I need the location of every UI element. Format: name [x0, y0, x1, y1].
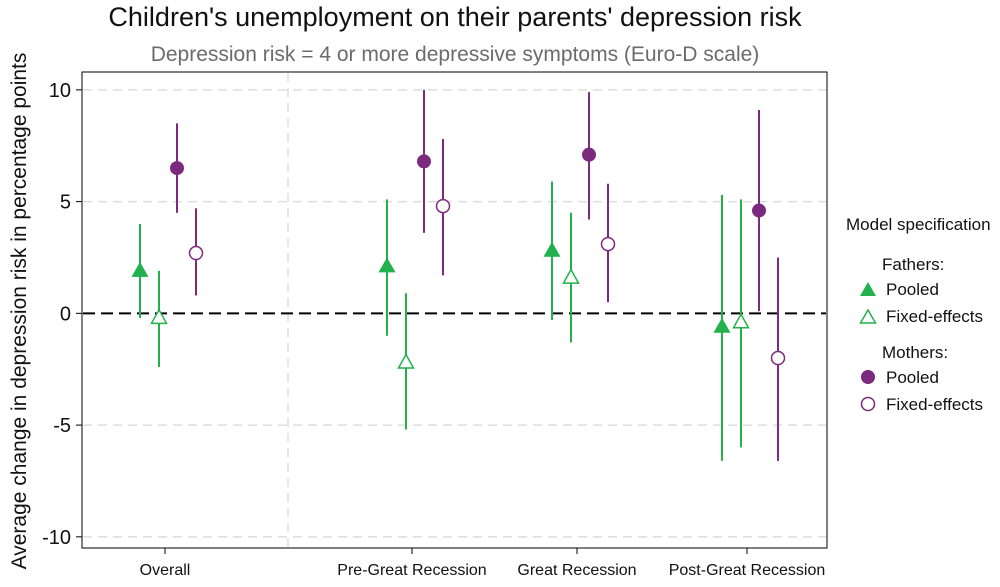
legend-item-label: Pooled — [886, 368, 939, 387]
y-tick-label: -10 — [42, 527, 71, 549]
point-mothers-fixed-effects — [600, 236, 616, 252]
point-fathers-fixed-effects — [397, 352, 415, 369]
hollow-triangle-icon — [859, 308, 877, 324]
point-mothers-fixed-effects — [188, 245, 204, 261]
point-mothers-pooled — [582, 147, 596, 162]
plot-border — [81, 71, 828, 549]
x-tick-label: Pre-Great Recession — [337, 562, 486, 579]
x-tick-label: Post-Great Recession — [669, 562, 826, 579]
point-fathers-pooled — [378, 257, 396, 273]
point-fathers-pooled — [543, 241, 561, 257]
hollow-circle-icon — [860, 396, 876, 412]
x-tick-label: Overall — [140, 562, 191, 579]
point-mothers-pooled — [170, 161, 184, 176]
y-tick-label: 10 — [49, 80, 71, 102]
legend-group-fathers: Fathers: — [882, 255, 945, 274]
legend-title: Model specification — [846, 215, 991, 234]
legend-group-mothers: Mothers: — [882, 343, 949, 362]
legend-item-label: Fixed-effects — [886, 395, 984, 414]
legend-item-label: Fixed-effects — [886, 307, 984, 326]
chart-title: Children's unemployment on their parents… — [108, 2, 802, 32]
y-tick-label: 0 — [60, 303, 71, 325]
point-mothers-pooled — [417, 154, 431, 169]
y-tick-label: -5 — [53, 415, 71, 437]
point-fathers-fixed-effects — [732, 312, 750, 329]
legend-item-label: Pooled — [886, 280, 939, 299]
point-mothers-fixed-effects — [435, 198, 451, 214]
point-mothers-fixed-effects — [770, 350, 786, 366]
y-tick-label: 5 — [60, 192, 71, 214]
chart-subtitle: Depression risk = 4 or more depressive s… — [150, 43, 760, 66]
filled-circle-icon — [861, 370, 875, 384]
point-fathers-pooled — [713, 317, 731, 333]
filled-triangle-icon — [860, 282, 876, 296]
x-tick-label: Great Recession — [517, 562, 636, 579]
point-mothers-pooled — [752, 203, 766, 218]
point-fathers-pooled — [131, 261, 149, 277]
point-fathers-fixed-effects — [562, 268, 580, 284]
point-fathers-fixed-effects — [150, 308, 168, 325]
